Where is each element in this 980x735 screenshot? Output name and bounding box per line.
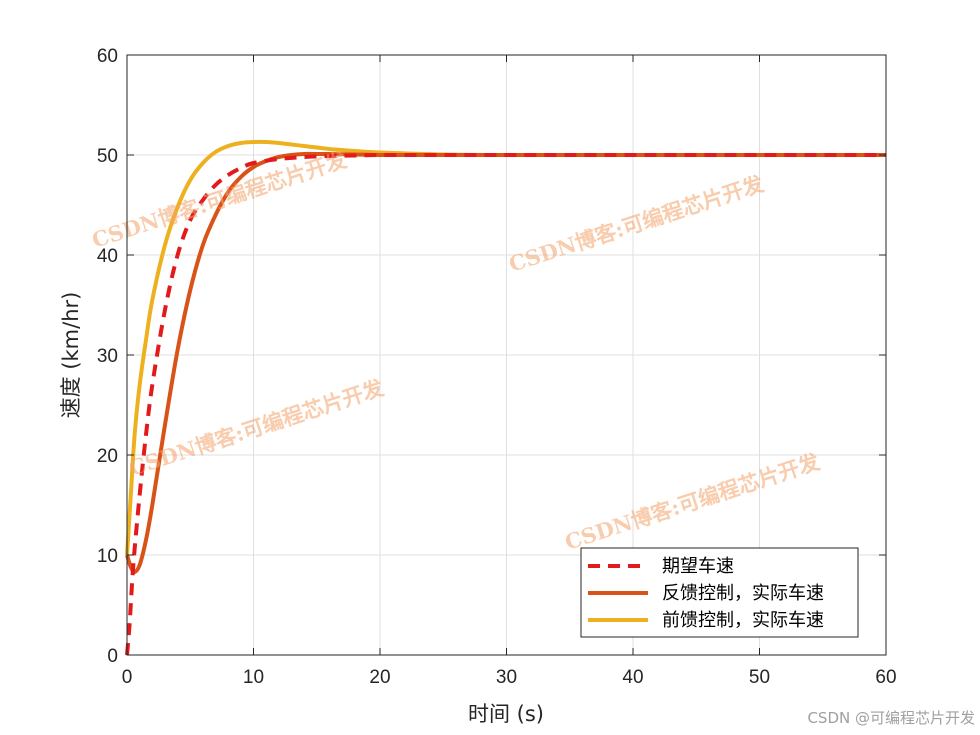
legend-label-feedback-speed: 反馈控制，实际车速	[662, 583, 824, 604]
series-line-desired-speed	[125, 152, 886, 656]
x-tick-label: 40	[622, 667, 643, 688]
y-axis-label: 速度 (km/hr)	[59, 292, 83, 419]
x-axis-label: 时间 (s)	[468, 702, 544, 726]
x-tick-label: 20	[369, 667, 390, 688]
y-tick-label: 60	[97, 46, 118, 67]
y-tick-label: 30	[97, 346, 118, 367]
legend-label-desired-speed: 期望车速	[662, 556, 734, 577]
corner-watermark: CSDN @可编程芯片开发	[807, 709, 975, 727]
y-tick-label: 0	[107, 646, 118, 667]
y-tick-label: 20	[97, 446, 118, 467]
x-tick-label: 0	[122, 667, 133, 688]
tick-labels: 0 10 20 30 40 50 60 0 10 20 30 40 50 60	[97, 46, 897, 688]
axis-ticks	[126, 54, 887, 656]
x-tick-label: 60	[875, 667, 896, 688]
x-tick-label: 50	[749, 667, 770, 688]
x-tick-label: 10	[243, 667, 264, 688]
y-tick-label: 10	[97, 546, 118, 567]
y-tick-label: 50	[97, 146, 118, 167]
series-layer	[125, 139, 886, 656]
y-tick-label: 40	[97, 246, 118, 267]
legend: 期望车速 反馈控制，实际车速 前馈控制，实际车速	[580, 547, 859, 638]
series-line-feedback-speed	[125, 151, 886, 575]
x-tick-label: 30	[496, 667, 517, 688]
legend-label-feedforward-speed: 前馈控制，实际车速	[662, 610, 824, 631]
